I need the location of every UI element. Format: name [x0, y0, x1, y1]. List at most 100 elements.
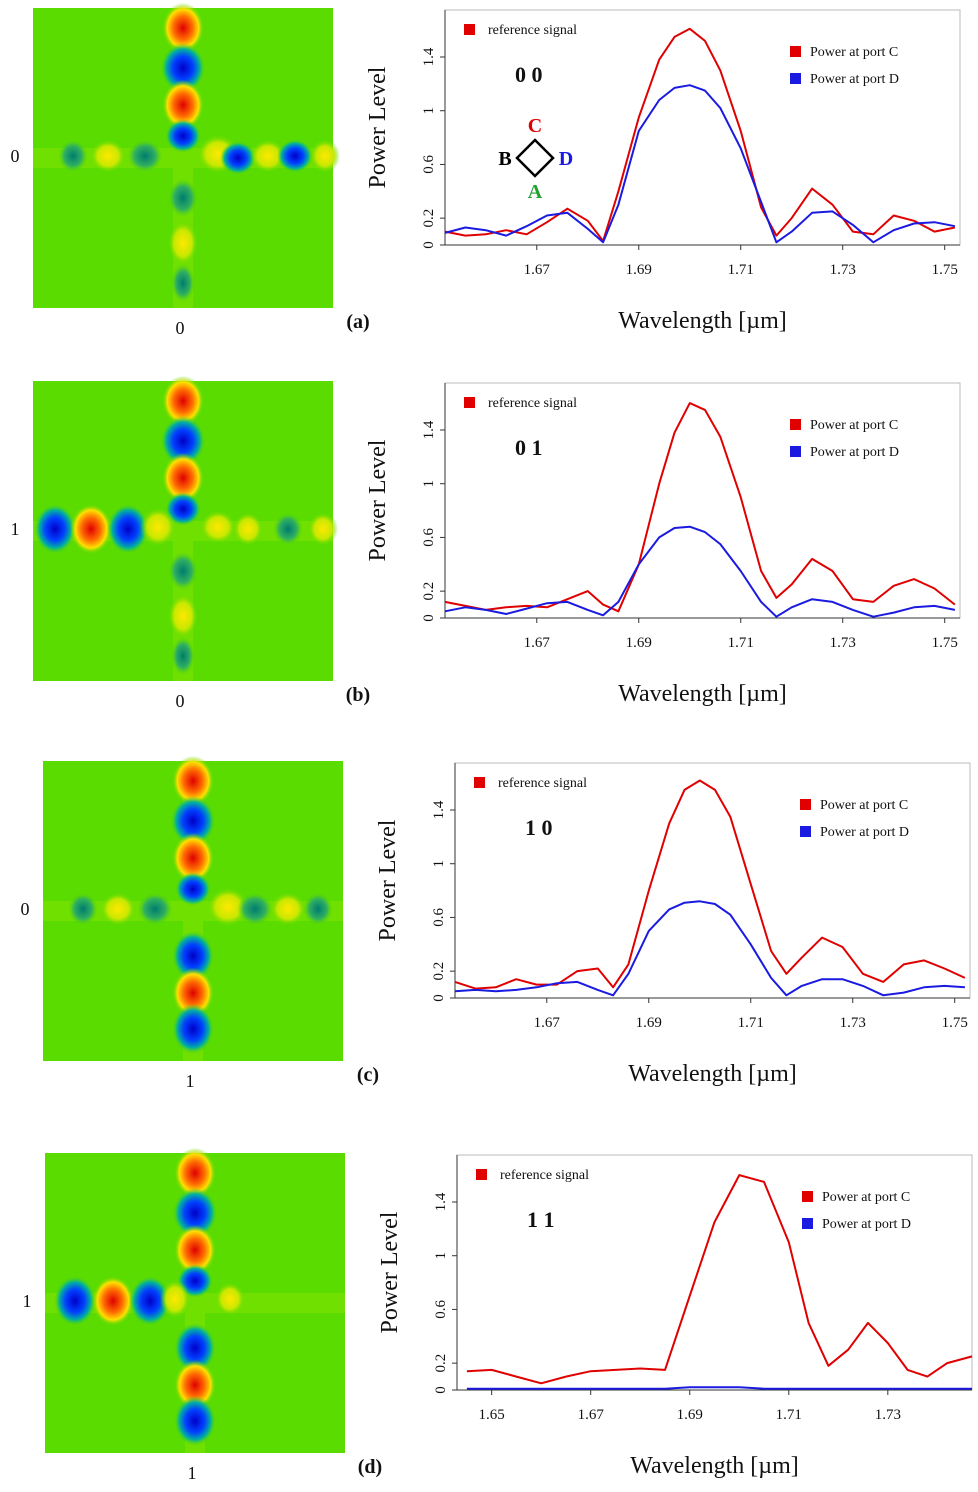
legend-swatch	[790, 46, 801, 57]
legend-swatch	[790, 73, 801, 84]
x-tick-label: 1.71	[728, 262, 754, 278]
y-tick-label: 0	[421, 614, 437, 622]
field-lobe	[172, 832, 214, 884]
y-axis-title: Power Level	[365, 439, 391, 561]
code-label: 0 0	[515, 62, 543, 87]
field-lobe	[308, 512, 338, 546]
field-image	[33, 2, 340, 308]
legend-label: Power at port D	[810, 72, 899, 87]
x-tick-label: 1.71	[728, 635, 754, 651]
field-lobe	[54, 1275, 96, 1327]
code-label: 0 1	[515, 435, 543, 460]
field-lobe	[172, 1187, 218, 1239]
field-left-label: 1	[23, 1291, 32, 1311]
field-lobe	[165, 492, 201, 526]
legend-note: reference signal	[488, 396, 577, 411]
y-tick-label: 1.4	[421, 420, 437, 439]
y-tick-label: 0	[421, 241, 437, 249]
field-lobe	[70, 503, 112, 555]
legend-swatch	[464, 24, 475, 35]
x-tick-label: 1.73	[875, 1407, 901, 1423]
code-label: 1 1	[527, 1207, 555, 1232]
field-lobe	[174, 1359, 216, 1411]
panel: 1 1 (d) 0 0.2 0.6 1 1.4 1.65 1.67 1.69 1.71 1.73 Powe…	[23, 1147, 973, 1483]
legend-label: Power at port D	[810, 445, 899, 460]
x-axis-title: Wavelength [µm]	[618, 308, 787, 334]
field-lobe	[174, 1322, 216, 1374]
y-tick-label: 0	[433, 1386, 449, 1394]
y-axis-title: Power Level	[377, 1211, 403, 1333]
field-lobe	[237, 892, 273, 926]
y-tick-label: 0.2	[431, 962, 447, 981]
x-tick-label: 1.67	[578, 1407, 605, 1423]
x-tick-label: 1.75	[932, 262, 958, 278]
legend-swatch	[474, 777, 485, 788]
port-diamond	[515, 138, 555, 178]
y-tick-label: 0.2	[421, 582, 437, 601]
field-lobe	[100, 892, 136, 926]
x-tick-label: 1.67	[524, 635, 551, 651]
series-line	[466, 1174, 973, 1385]
field-bottom-label: 0	[176, 318, 185, 338]
legend-swatch	[476, 1169, 487, 1180]
y-tick-label: 1	[421, 480, 437, 488]
port-label: B	[498, 148, 511, 170]
field-lobe	[170, 795, 216, 847]
field-lobe	[172, 967, 214, 1019]
legend-label: Power at port D	[822, 1217, 911, 1232]
field-lobe	[220, 141, 256, 175]
field-lobe	[92, 1275, 134, 1327]
field-lobe	[160, 42, 206, 94]
series-line	[466, 1386, 972, 1390]
port-label: C	[528, 115, 542, 137]
legend-label: Power at port C	[810, 45, 898, 60]
x-tick-label: 1.71	[776, 1407, 802, 1423]
y-tick-label: 1	[433, 1252, 449, 1260]
field-lobe	[168, 178, 198, 218]
field-lobe	[160, 415, 206, 467]
field-lobe	[171, 263, 195, 303]
field-lobe	[215, 1282, 245, 1316]
field-lobe	[68, 892, 98, 926]
field-lobe	[310, 139, 340, 173]
legend-label: Power at port C	[822, 1190, 910, 1205]
field-lobe	[58, 139, 88, 173]
x-tick-label: 1.73	[830, 635, 856, 651]
field-lobe	[165, 119, 201, 153]
x-tick-label: 1.71	[738, 1015, 764, 1031]
x-tick-label: 1.69	[626, 262, 652, 278]
x-tick-label: 1.67	[524, 262, 551, 278]
y-tick-label: 1	[421, 107, 437, 115]
legend-label: Power at port C	[810, 418, 898, 433]
field-lobe	[303, 892, 333, 926]
field-lobe	[162, 79, 204, 131]
field-lobe	[200, 510, 236, 544]
panel-label: (b)	[346, 684, 370, 706]
y-tick-label: 0.6	[431, 908, 447, 927]
series-line	[444, 525, 956, 618]
x-tick-label: 1.69	[677, 1407, 703, 1423]
field-image	[45, 1147, 345, 1453]
x-tick-label: 1.73	[840, 1015, 866, 1031]
legend-swatch	[802, 1191, 813, 1202]
x-axis-title: Wavelength [µm]	[628, 1061, 797, 1087]
port-label: D	[559, 148, 573, 170]
legend-swatch	[800, 799, 811, 810]
field-lobe	[137, 892, 173, 926]
y-tick-label: 1	[431, 860, 447, 868]
field-image	[43, 755, 343, 1061]
y-tick-label: 1.4	[421, 47, 437, 66]
x-axis-title: Wavelength [µm]	[630, 1453, 799, 1479]
panel-label: (a)	[346, 311, 369, 333]
field-lobe	[162, 452, 204, 504]
field-lobe	[168, 220, 198, 266]
field-lobe	[172, 930, 214, 982]
y-axis-title: Power Level	[365, 66, 391, 188]
legend-swatch	[790, 446, 801, 457]
y-tick-label: 0.2	[421, 209, 437, 228]
field-lobe	[171, 636, 195, 676]
y-axis-title: Power Level	[375, 819, 401, 941]
panel-label: (c)	[357, 1064, 379, 1086]
field-lobe	[172, 1003, 214, 1055]
